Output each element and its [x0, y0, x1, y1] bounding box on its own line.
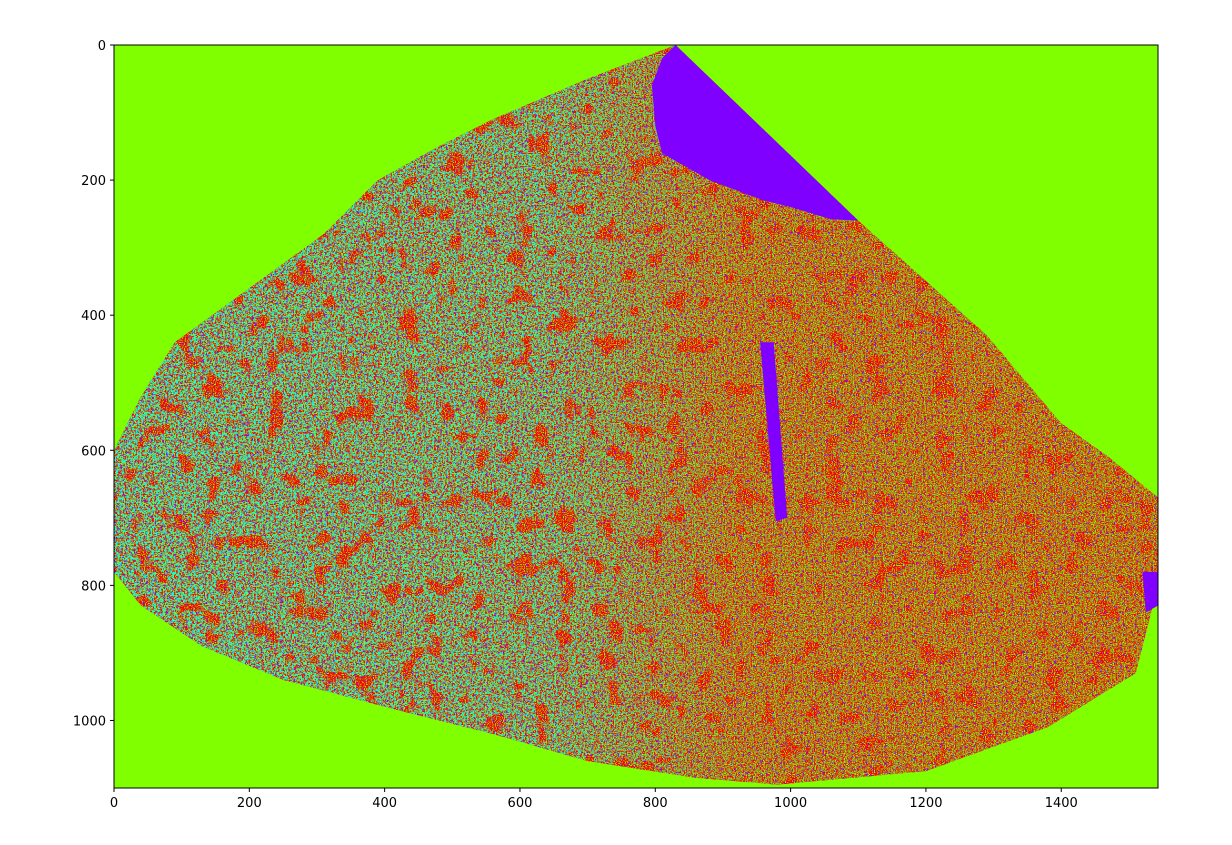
- x-axis: 0 200 400 600 800 1000 1200 1400: [110, 788, 1078, 811]
- y-tick-label: 400: [81, 309, 106, 324]
- y-tick-label: 600: [81, 444, 106, 459]
- x-tick-label: 0: [110, 796, 118, 811]
- y-tick-label: 1000: [73, 714, 106, 729]
- x-tick-label: 800: [643, 796, 668, 811]
- water-polygon: [1142, 571, 1158, 613]
- x-tick-label: 600: [508, 796, 533, 811]
- x-tick-label: 400: [372, 796, 397, 811]
- y-tick-label: 0: [98, 39, 106, 54]
- x-tick-label: 1000: [774, 796, 807, 811]
- y-axis: 0 200 400 600 800 1000: [73, 39, 114, 729]
- x-tick-label: 200: [237, 796, 262, 811]
- x-tick-label: 1200: [909, 796, 942, 811]
- water-class-areas: [651, 45, 1158, 613]
- y-tick-label: 200: [81, 174, 106, 189]
- water-polygon: [760, 342, 788, 522]
- water-polygon: [651, 45, 859, 221]
- x-tick-label: 1400: [1045, 796, 1078, 811]
- plot-area: [114, 45, 1158, 788]
- axes-frame: [113, 44, 1159, 789]
- y-tick-label: 800: [81, 579, 106, 594]
